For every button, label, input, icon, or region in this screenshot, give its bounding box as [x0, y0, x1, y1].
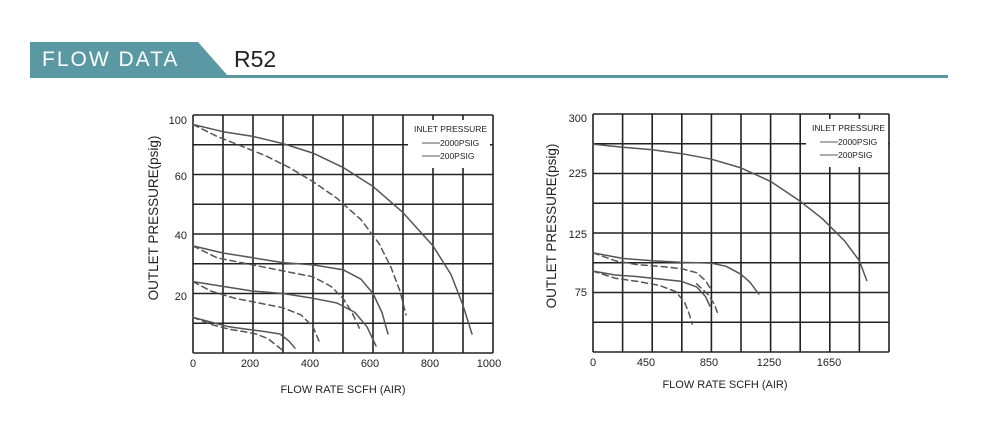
series-line-2000psig	[592, 252, 760, 295]
y-tick-label: 40	[175, 230, 187, 242]
series-line-2000psig	[592, 270, 711, 307]
series-line-2000psig	[192, 316, 296, 349]
series-line-200psig	[192, 280, 320, 342]
section-tab	[30, 42, 228, 76]
header-rule	[30, 75, 948, 78]
series-line-200psig	[192, 245, 362, 333]
legend-entry: 200PSIG	[440, 151, 475, 161]
y-axis-label: OUTLET PRESSURE(psig)	[146, 136, 161, 301]
series-line-2000psig	[192, 280, 377, 347]
series-line-2000psig	[192, 245, 389, 335]
x-tick-label: 200	[241, 358, 259, 370]
legend-entry: 2000PSIG	[838, 137, 877, 147]
y-tick-label: 225	[569, 168, 587, 180]
x-tick-label: 1650	[817, 357, 841, 369]
y-tick-label: 75	[575, 287, 587, 299]
y-axis-label: OUTLET PRESSURE(psig)	[544, 144, 559, 309]
section-tab-label: FLOW DATA	[42, 48, 180, 71]
y-tick-label: 100	[169, 115, 187, 127]
series-line-2000psig	[592, 143, 868, 282]
section-header: FLOW DATA R52	[0, 0, 1000, 90]
x-tick-label: 600	[361, 358, 379, 370]
series-line-200psig	[592, 270, 693, 325]
x-tick-label: 1250	[757, 357, 781, 369]
series-line-200psig	[592, 252, 713, 291]
series-line-200psig	[192, 316, 284, 352]
y-tick-label: 60	[175, 171, 187, 183]
x-tick-label: 0	[590, 357, 596, 369]
x-axis-label: FLOW RATE SCFH (AIR)	[662, 379, 787, 391]
series-line-200psig	[695, 283, 719, 314]
legend-title: INLET PRESSURE	[812, 123, 885, 133]
legend-entry: 2000PSIG	[440, 138, 479, 148]
x-tick-label: 400	[301, 358, 319, 370]
legend-entry: 200PSIG	[838, 150, 873, 160]
legend-box	[806, 119, 888, 167]
y-tick-label: 20	[175, 291, 187, 303]
legend-title: INLET PRESSURE	[414, 124, 487, 134]
series-line-2000psig	[192, 123, 473, 335]
y-tick-label: 125	[569, 229, 587, 241]
x-axis-label: FLOW RATE SCFH (AIR)	[280, 384, 405, 396]
x-tick-label: 0	[190, 358, 196, 370]
series-line-200psig	[192, 123, 407, 316]
x-tick-label: 850	[700, 357, 718, 369]
legend-box	[408, 120, 490, 168]
x-tick-label: 800	[421, 358, 439, 370]
model-name: R52	[234, 46, 277, 72]
y-tick-label: 300	[569, 113, 587, 125]
x-tick-label: 450	[637, 357, 655, 369]
x-tick-label: 1000	[477, 358, 501, 370]
